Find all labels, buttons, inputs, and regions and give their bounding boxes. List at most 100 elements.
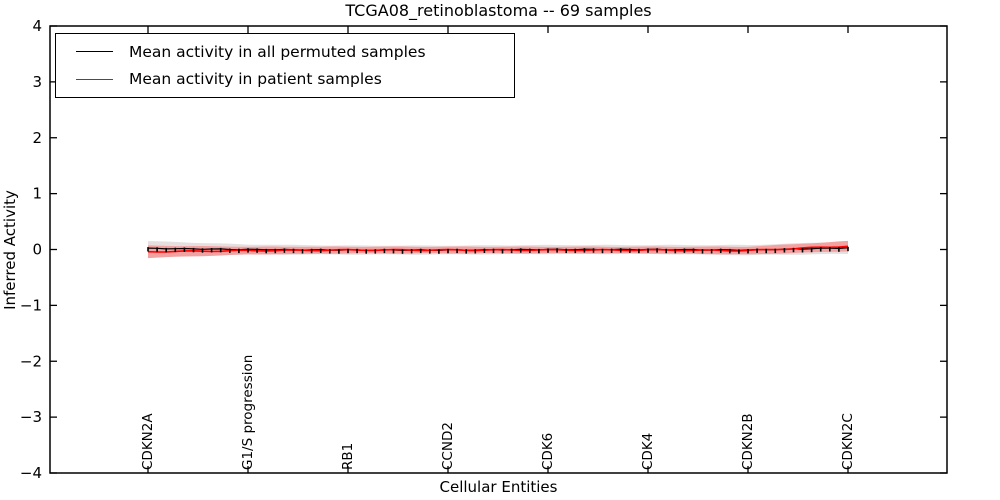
data-point-marker [665, 248, 667, 254]
data-point-marker [356, 248, 358, 254]
data-point-marker [710, 249, 713, 254]
legend-label: Mean activity in all permuted samples [129, 42, 426, 61]
data-point-marker [465, 249, 467, 254]
data-point-marker [838, 247, 840, 252]
data-point-marker [538, 248, 540, 254]
data-point-marker [765, 248, 767, 254]
data-point-marker [565, 248, 567, 254]
data-point-marker [183, 247, 186, 252]
data-point-marker [483, 248, 486, 253]
x-category-label: CDKN2B [740, 413, 756, 470]
y-tick-label: 0 [32, 241, 42, 259]
data-point-marker [692, 248, 695, 253]
data-point-marker [338, 249, 340, 254]
data-point-marker [310, 248, 313, 254]
data-point-marker [456, 248, 458, 254]
data-point-marker [256, 248, 258, 253]
data-point-marker [201, 248, 204, 253]
x-category-label: RB1 [340, 443, 356, 470]
legend-line-sample-black [76, 51, 113, 53]
data-point-marker [729, 248, 731, 254]
data-point-marker [210, 248, 213, 253]
data-point-marker [165, 247, 167, 253]
y-tick-label: 1 [32, 185, 42, 203]
y-tick-label: 4 [32, 17, 42, 35]
data-point-marker [738, 249, 740, 254]
legend-line-sample-red [76, 78, 113, 80]
data-point-marker [219, 247, 222, 253]
data-point-marker [474, 249, 477, 254]
data-point-marker [629, 248, 631, 253]
legend-entry-patient: Mean activity in patient samples [56, 66, 514, 92]
data-point-marker [147, 247, 149, 252]
data-point-marker [174, 247, 177, 253]
data-point-marker [701, 249, 704, 254]
data-point-marker [792, 247, 795, 253]
y-tick-label: −2 [20, 352, 42, 370]
data-point-marker [292, 248, 295, 254]
legend: Mean activity in all permuted samples Me… [55, 33, 515, 98]
data-point-marker [419, 248, 422, 254]
data-point-marker [574, 248, 577, 254]
data-point-marker [265, 248, 267, 254]
data-point-marker [774, 248, 777, 254]
data-point-marker [247, 248, 249, 253]
data-point-marker [619, 248, 622, 253]
data-point-marker [656, 248, 658, 253]
data-point-marker [192, 247, 195, 253]
x-category-label: CCND2 [440, 422, 456, 470]
x-axis-label: Cellular Entities [439, 478, 558, 496]
mean-line-patient [147, 245, 849, 253]
data-point-marker [647, 248, 649, 253]
y-tick-label: −1 [20, 296, 42, 314]
data-point-marker [638, 248, 640, 254]
data-point-marker [683, 248, 686, 253]
data-point-marker [156, 247, 158, 252]
data-point-marker [529, 248, 531, 253]
x-category-label: G1/S progression [240, 355, 256, 470]
data-point-marker [283, 248, 286, 253]
data-point-marker [365, 249, 367, 254]
data-point-marker [347, 248, 349, 254]
data-point-marker [810, 247, 813, 253]
data-point-marker [447, 248, 449, 254]
data-point-marker [410, 249, 413, 254]
data-point-marker [747, 249, 749, 254]
y-tick-label: −3 [20, 408, 42, 426]
data-point-marker [274, 248, 277, 254]
data-point-marker [556, 248, 558, 253]
data-point-marker [383, 248, 386, 254]
data-point-marker [847, 246, 849, 252]
legend-entry-permuted: Mean activity in all permuted samples [56, 39, 514, 65]
y-tick-label: −4 [20, 464, 42, 482]
data-point-marker [592, 248, 595, 253]
data-point-marker [783, 248, 786, 253]
data-point-marker [610, 248, 613, 253]
x-category-label: CDKN2A [140, 413, 156, 470]
data-point-marker [238, 248, 240, 254]
data-point-marker [501, 249, 504, 254]
y-tick-label: 2 [32, 129, 42, 147]
data-point-marker [801, 248, 804, 253]
x-category-label: CDKN2C [840, 413, 856, 470]
data-point-marker [719, 248, 722, 253]
data-point-marker [438, 249, 440, 254]
data-point-marker [547, 248, 549, 253]
legend-label: Mean activity in patient samples [129, 70, 382, 89]
data-point-marker [601, 248, 604, 254]
data-point-marker [519, 248, 522, 253]
data-point-marker [319, 248, 322, 253]
y-tick-label: 3 [32, 73, 42, 91]
data-point-marker [819, 247, 822, 252]
y-axis-label: Inferred Activity [1, 190, 19, 310]
data-point-marker [674, 248, 677, 254]
data-point-marker [374, 249, 377, 254]
data-point-marker [301, 249, 304, 254]
x-category-label: CDK4 [640, 433, 656, 470]
data-point-marker [429, 249, 431, 254]
data-point-marker [583, 248, 586, 253]
data-point-marker [510, 248, 513, 254]
chart-title: TCGA08_retinoblastoma -- 69 samples [345, 1, 652, 20]
data-point-marker [401, 249, 404, 254]
